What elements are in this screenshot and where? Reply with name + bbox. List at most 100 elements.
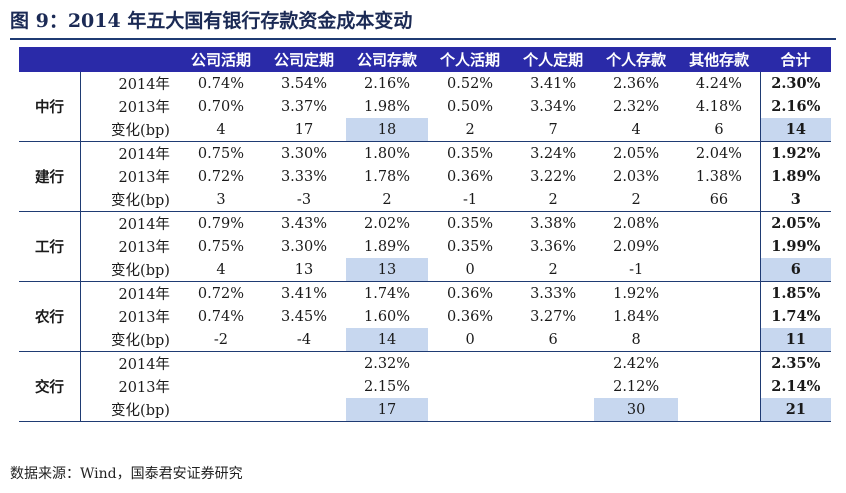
value-cell: 3.38% [530, 215, 577, 232]
row-label: 2014年 [118, 287, 170, 303]
value-cell: 2.16% [363, 75, 411, 92]
total-cell: 2.30% [759, 72, 831, 95]
value-cell: 1.60% [363, 308, 411, 325]
row-label: 2013年 [118, 100, 170, 116]
value-cell: 2.15% [363, 378, 411, 395]
table-row: 工行 2014年 0.79% 3.43% 2.02% 0.35% 3.38% 2.08% 2.0… [19, 211, 831, 282]
header-row: 公司活期 公司定期 公司存款 个人活期 个人定期 个人存款 其他存款 合计 [19, 47, 831, 72]
header-blank-bank [19, 47, 81, 72]
value-cell: 4.24% [695, 75, 742, 92]
value-cell: -4 [261, 328, 347, 352]
value-cell [428, 352, 512, 376]
col-header: 公司存款 [346, 47, 429, 72]
value-cell [180, 375, 262, 398]
row-label: 2014年 [118, 147, 170, 163]
value-cell: 3.34% [530, 98, 577, 115]
value-cell: 0.36% [447, 308, 494, 325]
total-cell: 21 [759, 398, 831, 422]
value-cell [678, 258, 761, 282]
value-cell: 3.24% [530, 145, 577, 162]
value-cell: 14 [346, 328, 429, 352]
title-rule [10, 38, 836, 40]
value-cell: 2 [346, 188, 429, 212]
value-cell: 3.41% [530, 75, 577, 92]
total-cell: 2.35% [759, 351, 831, 375]
value-cell: 2.09% [613, 238, 660, 255]
table-row: 2013年 0.74% 3.45% 1.60% 0.36% 3.27% 1.84% 1.74% [19, 305, 831, 328]
value-cell: 1.38% [695, 168, 742, 185]
value-cell [678, 375, 760, 398]
value-cell: 3.33% [530, 285, 577, 302]
value-cell: 6 [512, 328, 595, 352]
value-cell: 1.78% [363, 168, 411, 185]
value-cell: 0.50% [447, 98, 494, 115]
value-cell: 0 [428, 328, 513, 352]
value-cell: 0.70% [197, 98, 244, 115]
bank-name: 中行 [19, 72, 81, 142]
row-label: 变化(bp) [80, 258, 180, 282]
value-cell: -3 [261, 188, 347, 212]
value-cell [261, 398, 347, 422]
value-cell: 2.12% [613, 378, 660, 395]
table-row: 2013年 0.70% 3.37% 1.98% 0.50% 3.34% 2.32% 4.18%… [19, 95, 831, 118]
value-cell: 0 [428, 258, 513, 282]
total-cell: 14 [759, 118, 831, 142]
value-cell [678, 305, 760, 328]
value-cell: 2 [428, 118, 513, 142]
col-header: 其他存款 [678, 47, 761, 72]
value-cell: 4 [179, 118, 262, 142]
value-cell: 3.43% [280, 215, 328, 232]
table-row: 变化(bp) 4 17 18 2 7 4 6 14 [19, 118, 831, 142]
row-label: 2013年 [118, 170, 170, 186]
value-cell: 4 [179, 258, 262, 282]
value-cell: 17 [261, 118, 347, 142]
value-cell: 1.89% [363, 238, 411, 255]
value-cell: 2.05% [613, 145, 660, 162]
table-row: 变化(bp) 3 -3 2 -1 2 2 66 3 [19, 188, 831, 212]
row-label: 变化(bp) [80, 188, 180, 212]
total-cell: 1.74% [759, 305, 831, 328]
col-header: 公司定期 [261, 47, 347, 72]
value-cell: 2 [512, 258, 595, 282]
value-cell: 7 [512, 118, 595, 142]
value-cell: -1 [428, 188, 513, 212]
value-cell: 3.33% [280, 168, 328, 185]
row-label: 2013年 [118, 380, 170, 396]
value-cell: 1.92% [613, 285, 660, 302]
total-cell: 6 [759, 258, 831, 282]
bank-name: 农行 [19, 281, 81, 352]
value-cell [678, 282, 760, 306]
source-note: 数据来源：Wind，国泰君安证券研究 [10, 466, 243, 482]
col-header: 公司活期 [179, 47, 262, 72]
value-cell [678, 398, 761, 422]
row-label: 变化(bp) [80, 328, 180, 352]
total-cell: 2.05% [759, 211, 831, 235]
col-header: 个人活期 [428, 47, 513, 72]
value-cell: 3.30% [280, 238, 328, 255]
value-cell [428, 398, 513, 422]
value-cell: 0.52% [447, 75, 494, 92]
value-cell: 3 [179, 188, 262, 212]
table-body: 中行 2014年 0.74% 3.54% 2.16% 0.52% 3.41% 2.36% 4.2… [19, 72, 831, 422]
value-cell: 2.03% [613, 168, 660, 185]
value-cell: 0.72% [197, 285, 244, 302]
table-row: 2013年 0.72% 3.33% 1.78% 0.36% 3.22% 2.03% 1.38%… [19, 165, 831, 188]
value-cell: 13 [261, 258, 347, 282]
value-cell: 2.08% [613, 215, 660, 232]
total-cell: 3 [759, 188, 831, 212]
value-cell [428, 375, 512, 398]
row-label: 2013年 [118, 240, 170, 256]
value-cell: 3.54% [280, 75, 328, 92]
value-cell: 3.37% [280, 98, 328, 115]
value-cell: 2.36% [613, 75, 660, 92]
value-cell [262, 375, 346, 398]
header-blank-label [80, 47, 180, 72]
total-cell: 1.85% [759, 281, 831, 305]
value-cell: 2 [594, 188, 679, 212]
value-cell: 4.18% [695, 98, 742, 115]
row-label: 2014年 [118, 357, 170, 373]
deposit-cost-table: 公司活期 公司定期 公司存款 个人活期 个人定期 个人存款 其他存款 合计 中行… [19, 47, 831, 422]
value-cell [179, 398, 262, 422]
table-row: 变化(bp) -2 -4 14 0 6 8 11 [19, 328, 831, 352]
value-cell: 2.42% [613, 355, 660, 372]
